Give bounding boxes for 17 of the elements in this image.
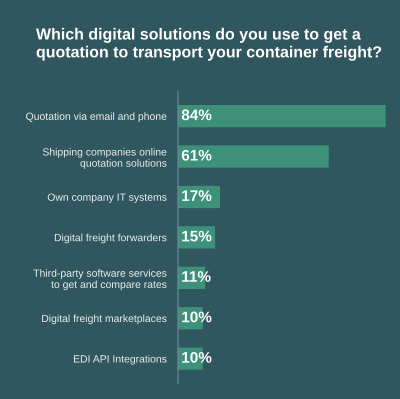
data-label: 11% — [182, 271, 211, 282]
y-tick-label: Digital freight marketplaces — [42, 314, 167, 324]
y-tick-label: EDI API Integrations — [74, 354, 167, 365]
data-label: 15% — [182, 230, 212, 242]
y-tick-label: Own company IT systems — [48, 193, 167, 203]
data-label: 17% — [182, 190, 212, 202]
y-tick-label: Quotation via email and phone — [26, 112, 166, 122]
y-tick-label: Third-party software services to get and compare rates — [33, 269, 167, 290]
data-label: 10% — [182, 352, 212, 363]
y-tick-label: Shipping companies online quotation solutions — [42, 148, 167, 169]
bar — [178, 145, 329, 168]
data-label: 84% — [182, 109, 212, 120]
chart-title: Which digital solutions do you use to get a quotation to transport your container freight? — [36, 28, 382, 61]
data-label: 61% — [182, 150, 212, 161]
bar — [178, 105, 386, 128]
data-label: 10% — [182, 312, 212, 322]
y-tick-label: Digital freight forwarders — [54, 234, 167, 244]
